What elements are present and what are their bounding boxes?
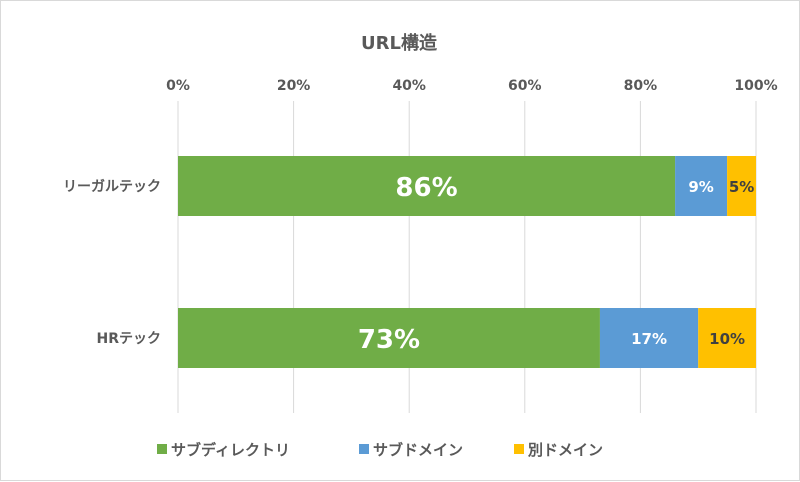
category-label: HRテック [97,331,162,347]
legend: サブディレクトリ サブドメイン 別ドメイン [157,441,603,459]
legend-label: サブディレクトリ [171,441,290,459]
legend-swatch [359,444,369,454]
data-label: 17% [631,330,667,348]
data-label: 9% [688,178,713,196]
x-tick-label: 0% [166,78,190,94]
bars: 86% 9% 5% 73% 17% 10% [178,156,756,368]
category-label: リーガルテック [63,179,161,195]
data-label: 86% [395,173,457,203]
legend-label: サブドメイン [373,441,463,459]
bar-segment [599,308,699,368]
category-labels: リーガルテック HRテック [63,179,161,347]
data-label: 10% [709,330,745,348]
legend-label: 別ドメイン [527,441,603,459]
legend-swatch [514,444,524,454]
bar-segment [727,156,756,216]
data-label: 73% [358,325,420,355]
x-axis-ticks: 0% 20% 40% 60% 80% 100% [166,78,778,94]
bar-segment [698,308,756,368]
x-tick-label: 60% [508,78,542,94]
x-tick-label: 20% [277,78,311,94]
x-tick-label: 40% [392,78,426,94]
bar-segment [178,156,676,216]
bar-segment [675,156,728,216]
bar-segment [178,308,600,368]
data-label: 5% [729,178,754,196]
legend-swatch [157,444,167,454]
x-tick-label: 100% [734,78,777,94]
x-tick-label: 80% [624,78,658,94]
chart-title: URL構造 [361,32,437,54]
